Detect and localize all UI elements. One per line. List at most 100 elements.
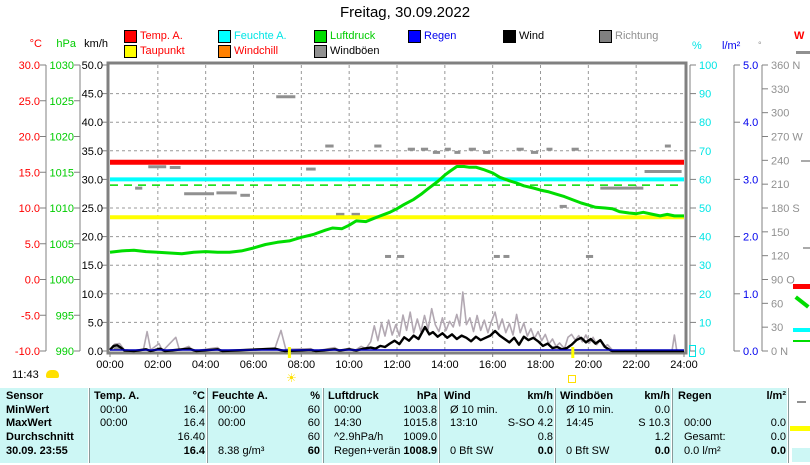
svg-text:50: 50 [699,203,711,215]
svg-text:-5.0: -5.0 [21,310,40,322]
legend-swatch-wind [503,30,516,43]
svg-text:20.0: 20.0 [82,232,103,244]
legend-label-wind: Wind [519,30,545,42]
svg-text:70: 70 [699,146,711,158]
legend-label-feuchte-a: Feuchte A. [234,30,287,42]
svg-text:100: 100 [699,60,717,72]
table-column-separator [207,388,208,463]
svg-text:0.0: 0.0 [25,275,40,287]
table-cell-value: 1003.8 [403,404,437,416]
table-cell-value: 0.0 [654,404,670,416]
table-col-header: Windböen [560,390,614,402]
sunset-square-icon [568,375,576,383]
svg-text:1020: 1020 [50,132,74,144]
svg-text:60: 60 [771,298,783,310]
legend-label-temp-a: Temp. A. [140,30,183,42]
svg-text:20: 20 [699,289,711,301]
table-cell-value: 1015.8 [403,417,437,429]
table-cell-left: Gesamt: [684,431,726,443]
table-cell-value: 60 [307,445,320,457]
table-cell-left: 8.38 g/m³ [218,445,265,457]
table-cell-left: Ø 10 min. [450,404,498,416]
svg-text:15.0: 15.0 [19,167,40,179]
legend-label-taupunkt: Taupunkt [140,45,185,57]
green-dash-fragment [793,340,810,342]
table-cell-left: 14:30 [334,417,362,429]
table-cell-value: 60 [307,431,320,443]
daylight-duration-value: 11:43 [12,369,39,381]
svg-text:150: 150 [771,227,789,239]
table-cell-value: 0.0 [654,445,670,457]
gray-dash-fragment-2 [803,247,810,249]
legend-label-luftdruck: Luftdruck [330,30,376,42]
table-row-label: Sensor [6,390,44,402]
legend-label-richtung: Richtung [615,30,659,42]
summary-table: Sensor MinWert MaxWert Durchschnitt 30.09. 2… [0,388,789,463]
table-cell-value: 1009.0 [403,431,437,443]
table-cell-value: 1008.9 [403,445,437,457]
table-column-separator [89,388,90,463]
table-cell-value: 16.4 [183,417,205,429]
svg-text:06:00: 06:00 [240,359,268,371]
table-cell-value: 16.40 [177,431,205,443]
svg-text:3.0: 3.0 [743,174,758,186]
table-col-header: Regen [678,390,712,402]
svg-text:30.0: 30.0 [19,60,40,72]
svg-text:0: 0 [699,346,705,358]
cropped-right-panel-label: W [794,30,805,42]
table-column-separator [323,388,324,463]
svg-text:16:00: 16:00 [479,359,507,371]
table-cell-value: 60 [307,417,320,429]
table-cell-value: 60 [307,404,320,416]
table-column-separator [555,388,556,463]
svg-text:20:00: 20:00 [575,359,603,371]
svg-text:30: 30 [699,260,711,272]
table-col-unit: hPa [416,390,437,402]
table-cell-left: 00:00 [334,404,362,416]
svg-text:02:00: 02:00 [144,359,172,371]
svg-text:10:00: 10:00 [335,359,363,371]
red-line-fragment [793,284,810,289]
table-cell-value: 0.0 [770,417,786,429]
svg-text:120: 120 [771,251,789,263]
svg-text:50.0: 50.0 [82,60,103,72]
svg-text:270 W: 270 W [771,132,803,144]
svg-text:180 S: 180 S [771,203,800,215]
svg-text:5.0: 5.0 [88,317,103,329]
svg-text:1.0: 1.0 [743,289,758,301]
table-col-header: Luftdruck [328,390,379,402]
legend-swatch-windboeen [314,45,327,58]
svg-text:1010: 1010 [50,203,74,215]
weather-chart-svg: 30.025.020.015.010.05.00.0-5.0-10.010301… [15,60,803,371]
svg-text:12:00: 12:00 [383,359,411,371]
legend-label-regen: Regen [424,30,457,42]
table-cell-value: 0.8 [537,431,553,443]
svg-text:2.0: 2.0 [743,232,758,244]
svg-text:40: 40 [699,232,711,244]
table-cell-left: 00:00 [684,417,712,429]
svg-text:1025: 1025 [50,96,74,108]
svg-text:35.0: 35.0 [82,146,103,158]
gray-dash-fragment-top [796,51,810,54]
page-title: Freitag, 30.09.2022 [339,4,471,21]
gray-dash-fragment-3 [797,401,806,403]
table-row-label: MinWert [6,404,50,416]
table-col-header: Wind [444,390,471,402]
table-cell-value: 16.4 [183,445,205,457]
svg-text:04:00: 04:00 [192,359,220,371]
svg-text:20.0: 20.0 [19,132,40,144]
legend-label-windboeen: Windböen [330,45,380,57]
svg-text:1005: 1005 [50,239,74,251]
svg-text:4.0: 4.0 [743,117,758,129]
table-cell-value: 1.2 [654,431,670,443]
table-cell-left: 00:00 [100,404,128,416]
cyan-line-fragment [793,328,810,332]
yellow-line-fragment [790,426,810,431]
table-cell-value: 0.0 [770,445,786,457]
table-cell-value: S 10.3 [638,417,670,429]
svg-text:5.0: 5.0 [743,60,758,72]
table-column-separator [672,388,673,463]
svg-text:210: 210 [771,179,789,191]
axis-unit-temp: °C [29,38,42,50]
